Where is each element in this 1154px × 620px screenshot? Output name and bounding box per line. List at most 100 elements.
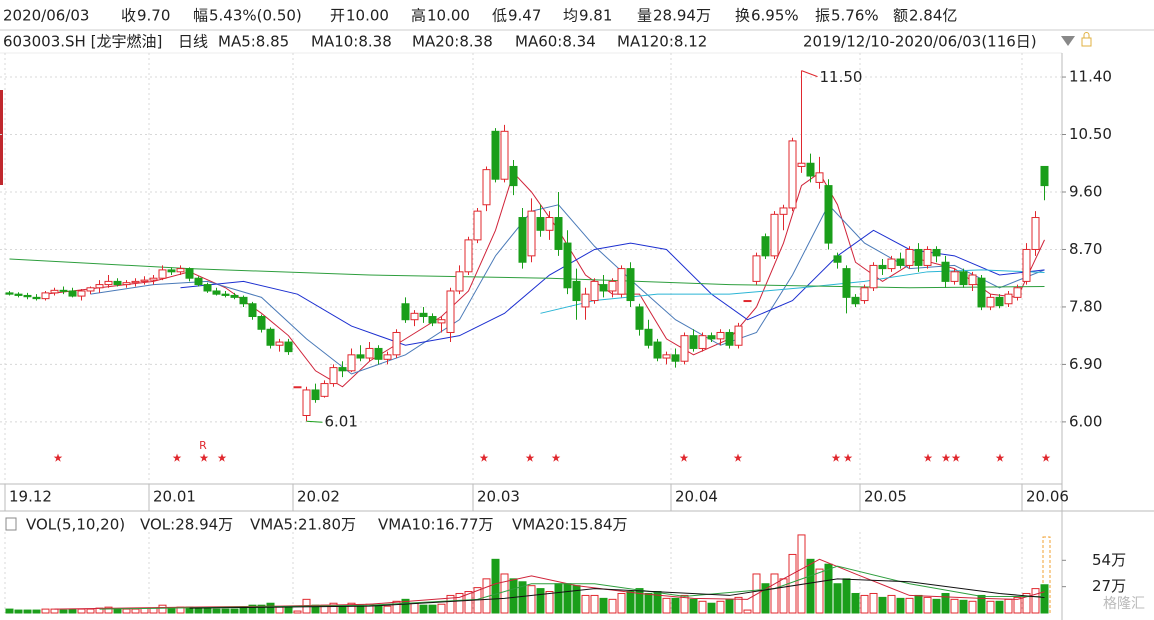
candle-body — [707, 335, 716, 340]
volume-bar — [905, 597, 914, 614]
ma-line — [180, 229, 1045, 346]
ma-line — [90, 203, 1045, 375]
volume-bar — [230, 608, 239, 614]
volume-bar — [410, 602, 419, 614]
quote-label: 低 — [492, 7, 507, 25]
legend-entry: VMA20:15.84万 — [512, 516, 628, 534]
candle-body — [950, 271, 959, 282]
volume-bar — [419, 604, 428, 614]
volume-bar — [761, 583, 770, 614]
quote-value: 9.81 — [579, 7, 612, 25]
vol-tick-label: 27万 — [1092, 577, 1126, 595]
candle-body — [221, 293, 230, 296]
y-tick-label: 6.00 — [1069, 412, 1102, 430]
quote-value: 10.00 — [427, 7, 470, 25]
candle-body — [923, 248, 932, 266]
quote-label: 振 — [815, 7, 830, 25]
candle-body — [1031, 217, 1040, 250]
quote-label: 高 — [411, 7, 426, 25]
lock-icon[interactable] — [1081, 37, 1092, 47]
volume-bar — [932, 598, 941, 614]
candle-body — [473, 210, 482, 241]
volume-bar — [716, 600, 725, 614]
volume-bar — [122, 608, 131, 614]
volume-bar — [428, 604, 437, 614]
volume-bar — [968, 600, 977, 614]
volume-bar — [590, 594, 599, 614]
volume-bar — [995, 600, 1004, 614]
candle-body — [446, 290, 455, 333]
x-tick-label: 20.02 — [297, 488, 340, 506]
candle-body — [284, 341, 293, 353]
vol-title: VOL(5,10,20) — [26, 516, 125, 534]
volume-bar — [293, 610, 302, 614]
high-pointer — [801, 70, 818, 78]
volume-bar — [671, 597, 680, 614]
volume-bar — [158, 604, 167, 614]
candle-body — [905, 248, 914, 266]
candle-body — [149, 277, 158, 281]
candle-body — [662, 354, 671, 359]
volume-bar — [644, 592, 653, 614]
volume-bar — [869, 592, 878, 614]
x-tick-label: 19.12 — [9, 488, 52, 506]
legend-entry: MA20:8.38 — [412, 33, 493, 51]
dropdown-icon[interactable] — [1061, 36, 1075, 46]
candle-body — [635, 306, 644, 330]
candle-body — [320, 383, 329, 397]
volume-bar — [941, 592, 950, 614]
volume-bar — [779, 578, 788, 614]
candle-body — [257, 316, 266, 330]
candle-body — [347, 354, 356, 372]
candle-body — [167, 269, 176, 273]
quote-label: 开 — [330, 7, 345, 25]
candle-body — [266, 328, 275, 346]
volume-bar — [401, 598, 410, 614]
quote-value: 5.76% — [831, 7, 879, 25]
volume-bar — [68, 608, 77, 614]
volume-bar — [545, 591, 554, 614]
candle-body — [77, 290, 86, 297]
volume-bar — [581, 594, 590, 614]
volume-bar — [527, 585, 536, 614]
date-range: 2019/12/10-2020/06/03(116日) — [803, 33, 1037, 51]
volume-bar — [491, 558, 500, 614]
volume-bar — [662, 597, 671, 614]
x-tick-label: 20.05 — [864, 488, 907, 506]
candle-body — [50, 289, 59, 294]
volume-bar — [23, 609, 32, 614]
volume-bar — [5, 608, 14, 614]
candle-body — [158, 269, 167, 279]
candle-body — [554, 217, 563, 250]
y-tick-label: 10.50 — [1069, 125, 1112, 143]
volume-bar — [374, 604, 383, 614]
vma-line — [189, 578, 1045, 609]
candle-body — [1013, 287, 1022, 298]
candle-body — [752, 255, 761, 282]
volume-bar — [860, 594, 869, 614]
candle-body — [392, 331, 401, 356]
y-tick-label: 6.90 — [1069, 355, 1102, 373]
quote-date: 2020/06/03 — [3, 7, 89, 25]
quote-label: 幅 — [193, 7, 208, 25]
candle-body — [491, 130, 500, 180]
candle-body — [41, 292, 50, 300]
candle-body — [68, 290, 77, 297]
candle-body — [1040, 165, 1049, 187]
volume-bar — [1040, 584, 1049, 614]
candle-body — [779, 207, 788, 215]
volume-bar — [743, 609, 752, 614]
candle-body — [95, 284, 104, 289]
candle-body — [14, 293, 23, 296]
vol-icon[interactable] — [5, 517, 17, 531]
volume-bar — [986, 600, 995, 614]
low-label: 6.01 — [325, 413, 358, 431]
vol-tick-label: 54万 — [1092, 551, 1126, 569]
volume-bar — [1013, 596, 1022, 614]
candle-body — [5, 292, 14, 295]
candle-body — [698, 335, 707, 349]
candle-body — [725, 331, 734, 346]
candle-body — [248, 303, 257, 318]
volume-bar — [752, 573, 761, 614]
candle-body — [671, 354, 680, 362]
